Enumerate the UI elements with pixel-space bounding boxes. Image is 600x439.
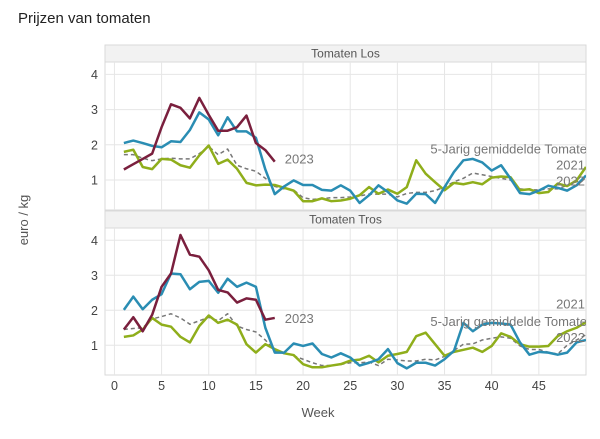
y-axis-label: euro / kg	[16, 195, 31, 246]
y-tick-label: 3	[91, 103, 98, 117]
chart-title: Prijzen van tomaten	[18, 10, 151, 27]
series-label: 2021	[556, 297, 585, 312]
y-tick-label: 2	[91, 304, 98, 318]
x-tick-label: 10	[202, 379, 216, 393]
series-label: 2021	[556, 157, 585, 172]
y-tick-label: 4	[91, 234, 98, 248]
series-line-2023	[123, 96, 276, 171]
facet-title: Tomaten Tros	[309, 213, 382, 227]
y-tick-label: 1	[91, 339, 98, 353]
x-tick-label: 5	[158, 379, 165, 393]
x-axis-label: Week	[302, 405, 335, 420]
y-tick-label: 3	[91, 269, 98, 283]
x-tick-label: 20	[296, 379, 310, 393]
facet-panel: Tomaten Los 1 2 3 4 2023 5-Jarig gemiddelde To…	[91, 44, 587, 211]
series-label: 2023	[285, 311, 314, 326]
x-tick-label: 35	[438, 379, 452, 393]
series-label: 2023	[285, 152, 314, 167]
x-tick-label: 40	[485, 379, 499, 393]
series-label: 5-Jarig gemiddelde Tomate	[430, 142, 587, 157]
series-line-2023	[122, 233, 275, 333]
x-tick-label: 0	[111, 379, 118, 393]
series-label: 2022	[556, 173, 585, 188]
series-line-2022	[123, 111, 586, 205]
series-label: 2022	[556, 330, 585, 345]
x-tick-label: 25	[343, 379, 357, 393]
x-tick-label: 30	[390, 379, 404, 393]
series-group: 2023 5-Jarig gemiddelde Tomate 2021 2022	[122, 233, 587, 370]
x-tick-label: 15	[249, 379, 263, 393]
series-label: 5-Jarig gemiddelde Tomate	[430, 314, 587, 329]
facet-title: Tomaten Los	[311, 47, 380, 61]
plot-panel	[104, 227, 587, 376]
series-line-2022	[122, 272, 586, 370]
y-tick-label: 2	[91, 138, 98, 152]
facet-panel: Tomaten Tros 0 5 10 15 20 25 30 35 40 45 1 2 3 4 2023 5-…	[91, 210, 587, 393]
y-tick-label: 4	[91, 68, 98, 82]
y-tick-label: 1	[91, 174, 98, 188]
x-tick-label: 45	[532, 379, 546, 393]
